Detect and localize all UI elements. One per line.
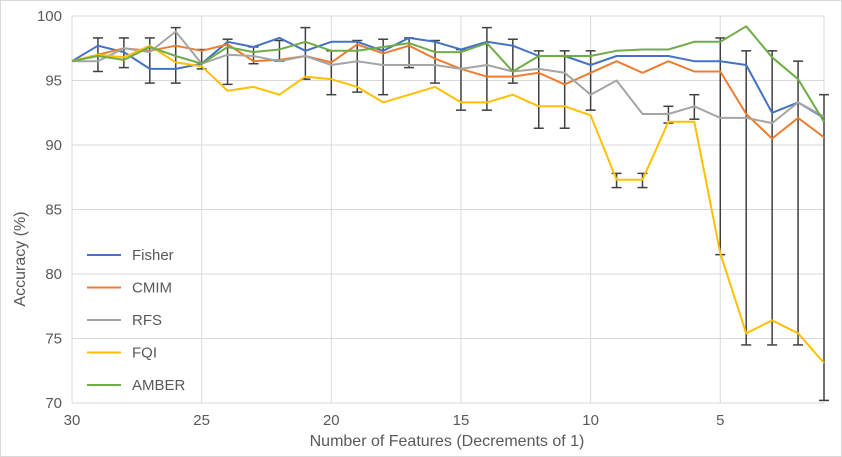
series-line-rfs xyxy=(72,30,825,125)
error-bar xyxy=(819,93,829,402)
legend-item-amber: AMBER xyxy=(87,377,186,394)
y-tick-label: 95 xyxy=(45,73,62,90)
legend-label: Fisher xyxy=(132,247,174,264)
error-bar xyxy=(481,26,492,111)
y-tick-labels: 70 75 80 85 90 95 100 xyxy=(37,8,62,412)
series-line-fqi xyxy=(71,44,825,364)
legend-item-fisher: Fisher xyxy=(87,247,174,264)
x-tick-label: 25 xyxy=(193,412,210,429)
x-tick-label: 5 xyxy=(716,412,724,429)
legend: Fisher CMIM RFS FQI AMBER xyxy=(87,247,186,394)
series-line-cmim xyxy=(71,43,825,140)
legend-item-fqi: FQI xyxy=(87,345,157,362)
y-tick-label: 100 xyxy=(37,8,62,25)
legend-label: AMBER xyxy=(132,377,186,394)
error-bar xyxy=(352,39,363,93)
error-bar xyxy=(533,50,544,129)
x-tick-label: 30 xyxy=(64,412,81,429)
error-bar xyxy=(741,50,752,346)
error-bar xyxy=(326,50,337,96)
error-bar xyxy=(585,50,596,111)
legend-label: FQI xyxy=(132,345,157,362)
legend-item-rfs: RFS xyxy=(87,312,162,329)
x-axis-title: Number of Features (Decrements of 1) xyxy=(310,433,585,450)
series-line-fisher xyxy=(71,36,825,119)
series-line-amber xyxy=(71,25,825,123)
error-bar xyxy=(300,26,311,80)
y-tick-label: 70 xyxy=(45,395,62,412)
legend-label: RFS xyxy=(132,312,162,329)
y-tick-label: 80 xyxy=(45,266,62,283)
y-tick-label: 85 xyxy=(45,202,62,219)
x-tick-label: 20 xyxy=(323,412,340,429)
x-tick-labels: 30 25 20 15 10 5 xyxy=(64,412,725,429)
legend-item-cmim: CMIM xyxy=(87,280,172,297)
error-bar xyxy=(793,60,804,346)
error-bar xyxy=(430,39,441,84)
legend-label: CMIM xyxy=(132,280,172,297)
x-tick-label: 15 xyxy=(453,412,470,429)
error-bar xyxy=(559,50,570,129)
error-bar xyxy=(767,50,778,346)
y-axis-title: Accuracy (%) xyxy=(12,211,29,306)
error-bar xyxy=(378,38,389,96)
y-tick-label: 75 xyxy=(45,331,62,348)
x-tick-label: 10 xyxy=(582,412,599,429)
error-bar xyxy=(715,37,726,256)
y-tick-label: 90 xyxy=(45,137,62,154)
series-lines xyxy=(71,25,825,364)
